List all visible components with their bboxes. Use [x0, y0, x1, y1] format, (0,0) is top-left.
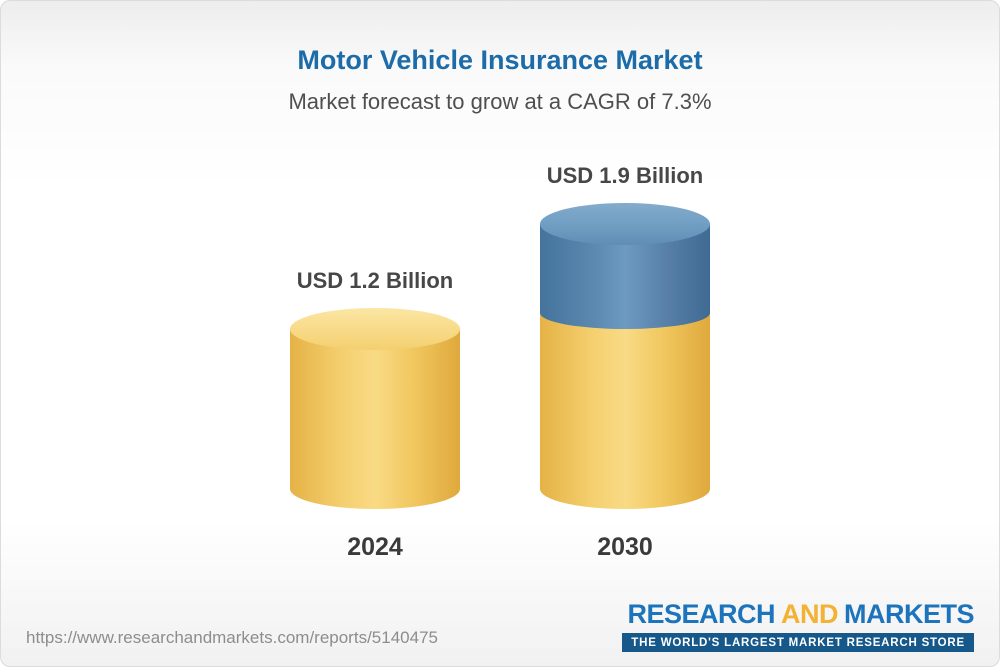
logo-word-markets: MARKETS	[844, 599, 975, 629]
bar-cylinder-2030	[534, 203, 758, 523]
cylinder-top-2030	[540, 203, 710, 245]
bar-category-label-2024: 2024	[347, 533, 403, 561]
logo-word-and: AND	[781, 599, 839, 629]
page-subtitle: Market forecast to grow at a CAGR of 7.3…	[288, 89, 712, 114]
logo-word-research: RESEARCH	[627, 599, 775, 629]
bar-cylinder-2024	[284, 308, 508, 523]
cylinder-top-2024	[290, 308, 460, 350]
bar-chart: USD 1.2 Billion 2024 USD 1.9 Billion 203…	[1, 163, 999, 562]
report-url-link[interactable]: https://www.researchandmarkets.com/repor…	[26, 628, 438, 647]
page-title: Motor Vehicle Insurance Market	[297, 45, 703, 75]
bar-column-2024: USD 1.2 Billion 2024	[284, 268, 508, 562]
bar-category-label-2030: 2030	[597, 533, 653, 561]
logo-tagline: THE WORLD'S LARGEST MARKET RESEARCH STOR…	[622, 633, 974, 652]
logo-wordmark: RESEARCH AND MARKETS	[627, 599, 974, 630]
bar-column-2030: USD 1.9 Billion 2030	[534, 163, 758, 562]
footer: https://www.researchandmarkets.com/repor…	[1, 599, 999, 652]
bar-value-label-2030: USD 1.9 Billion	[546, 163, 704, 188]
bar-value-label-2024: USD 1.2 Billion	[296, 268, 454, 293]
research-and-markets-logo[interactable]: RESEARCH AND MARKETS THE WORLD'S LARGEST M…	[622, 599, 975, 652]
